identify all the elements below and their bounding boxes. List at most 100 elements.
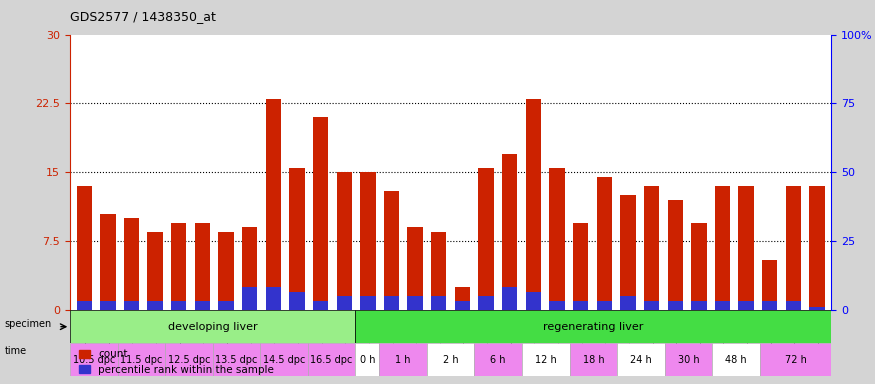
Bar — [715, 186, 730, 310]
Bar — [242, 227, 257, 310]
Text: 14.5 dpc: 14.5 dpc — [262, 355, 305, 365]
Text: 30 h: 30 h — [678, 355, 699, 365]
Text: specimen: specimen — [4, 319, 52, 329]
Bar — [360, 172, 375, 310]
Bar — [431, 296, 446, 310]
FancyBboxPatch shape — [427, 343, 474, 376]
Bar — [502, 154, 517, 310]
Bar — [337, 296, 352, 310]
Text: 13.5 dpc: 13.5 dpc — [215, 355, 258, 365]
FancyBboxPatch shape — [570, 343, 617, 376]
Bar — [738, 301, 754, 310]
FancyBboxPatch shape — [165, 343, 213, 376]
Text: 12 h: 12 h — [535, 355, 556, 365]
Bar — [809, 186, 825, 310]
Bar — [219, 301, 234, 310]
Text: 12.5 dpc: 12.5 dpc — [168, 355, 210, 365]
Bar — [123, 301, 139, 310]
Bar — [290, 292, 304, 310]
FancyBboxPatch shape — [261, 343, 308, 376]
FancyBboxPatch shape — [355, 343, 379, 376]
Bar — [809, 308, 825, 310]
Text: 2 h: 2 h — [443, 355, 458, 365]
Bar — [455, 301, 470, 310]
Bar — [290, 168, 304, 310]
Bar — [76, 186, 92, 310]
Text: 24 h: 24 h — [630, 355, 652, 365]
Text: 72 h: 72 h — [785, 355, 807, 365]
Bar — [266, 99, 281, 310]
Bar — [479, 296, 494, 310]
Bar — [573, 301, 588, 310]
Bar — [762, 301, 778, 310]
Bar — [715, 301, 730, 310]
Bar — [172, 301, 186, 310]
Bar — [313, 301, 328, 310]
Bar — [738, 186, 754, 310]
Text: time: time — [4, 346, 26, 356]
Bar — [172, 223, 186, 310]
Bar — [620, 296, 635, 310]
Bar — [147, 301, 163, 310]
Bar — [479, 168, 494, 310]
Bar — [786, 186, 802, 310]
Bar — [313, 117, 328, 310]
Bar — [384, 296, 399, 310]
Bar — [597, 301, 612, 310]
Bar — [644, 186, 659, 310]
Text: 11.5 dpc: 11.5 dpc — [120, 355, 163, 365]
Bar — [195, 301, 210, 310]
Text: 0 h: 0 h — [360, 355, 375, 365]
Bar — [668, 200, 682, 310]
Legend: count, percentile rank within the sample: count, percentile rank within the sample — [75, 345, 278, 379]
FancyBboxPatch shape — [379, 343, 427, 376]
Text: 48 h: 48 h — [725, 355, 747, 365]
Bar — [597, 177, 612, 310]
Text: 10.5 dpc: 10.5 dpc — [73, 355, 115, 365]
Bar — [691, 223, 706, 310]
Text: developing liver: developing liver — [168, 322, 257, 332]
FancyBboxPatch shape — [760, 343, 831, 376]
FancyBboxPatch shape — [617, 343, 665, 376]
Bar — [100, 214, 116, 310]
Bar — [384, 191, 399, 310]
Text: 16.5 dpc: 16.5 dpc — [311, 355, 353, 365]
FancyBboxPatch shape — [117, 343, 165, 376]
Text: 1 h: 1 h — [396, 355, 410, 365]
Bar — [337, 172, 352, 310]
Bar — [266, 287, 281, 310]
FancyBboxPatch shape — [474, 343, 522, 376]
FancyBboxPatch shape — [70, 343, 117, 376]
Text: GDS2577 / 1438350_at: GDS2577 / 1438350_at — [70, 10, 216, 23]
Bar — [668, 301, 682, 310]
Bar — [431, 232, 446, 310]
FancyBboxPatch shape — [665, 343, 712, 376]
Bar — [455, 287, 470, 310]
Bar — [195, 223, 210, 310]
Bar — [100, 301, 116, 310]
Bar — [526, 292, 541, 310]
Text: regenerating liver: regenerating liver — [543, 322, 643, 332]
FancyBboxPatch shape — [522, 343, 570, 376]
FancyBboxPatch shape — [308, 343, 355, 376]
Bar — [526, 99, 541, 310]
Bar — [360, 296, 375, 310]
Bar — [762, 260, 778, 310]
Bar — [408, 227, 423, 310]
FancyBboxPatch shape — [712, 343, 760, 376]
Bar — [76, 301, 92, 310]
Bar — [786, 301, 802, 310]
FancyBboxPatch shape — [355, 310, 831, 343]
Bar — [573, 223, 588, 310]
Bar — [644, 301, 659, 310]
Bar — [550, 301, 564, 310]
Bar — [502, 287, 517, 310]
FancyBboxPatch shape — [213, 343, 261, 376]
Bar — [550, 168, 564, 310]
Bar — [147, 232, 163, 310]
Text: 6 h: 6 h — [491, 355, 506, 365]
Bar — [620, 195, 635, 310]
Bar — [691, 301, 706, 310]
Bar — [408, 296, 423, 310]
Bar — [219, 232, 234, 310]
